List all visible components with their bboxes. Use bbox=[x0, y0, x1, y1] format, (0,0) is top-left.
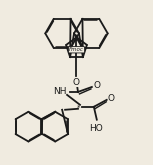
Text: NH: NH bbox=[54, 87, 67, 96]
Text: O: O bbox=[73, 78, 80, 87]
Text: *: * bbox=[77, 105, 81, 111]
Text: Fmoc: Fmoc bbox=[69, 47, 84, 52]
Text: O: O bbox=[108, 94, 115, 103]
Text: HO: HO bbox=[89, 124, 103, 133]
Text: O: O bbox=[93, 82, 100, 90]
